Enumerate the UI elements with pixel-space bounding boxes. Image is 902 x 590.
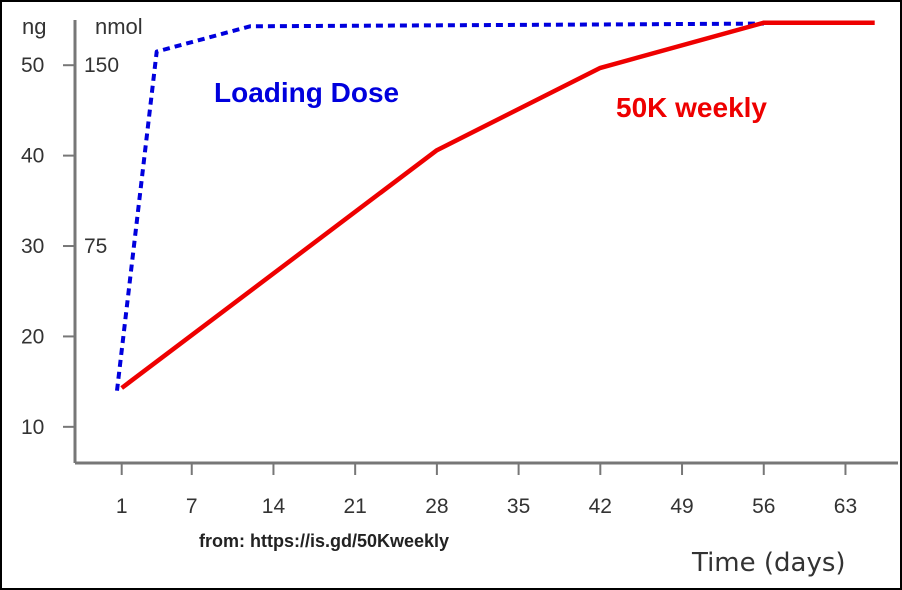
x-tick-label: 14 (262, 495, 286, 518)
y-ticks: 10 20 30 40 50 150 75 (21, 54, 119, 439)
x-tick-label: 35 (507, 495, 530, 518)
y-axis-unit-ng: ng (22, 14, 46, 39)
y-tick-label: 30 (21, 235, 44, 258)
x-tick-label: 56 (752, 495, 775, 518)
y-tick-label: 50 (21, 54, 44, 77)
x-tick-label: 42 (589, 495, 612, 518)
x-axis-title: Time (days) (691, 548, 846, 578)
y-tick-label: 20 (21, 325, 44, 348)
y-tick-label: 40 (21, 145, 44, 168)
axes (73, 20, 898, 465)
x-ticks: 1 7 14 21 28 35 42 49 56 63 (116, 463, 857, 518)
x-tick-label: 7 (186, 495, 198, 518)
y-nmol-tick-label: 75 (84, 235, 107, 258)
loading-dose-label: Loading Dose (214, 77, 399, 108)
series-layer (115, 20, 875, 391)
weekly-50k-label: 50K weekly (616, 92, 767, 123)
x-tick-label: 49 (670, 495, 693, 518)
series-line-loading-dose (115, 21, 764, 391)
x-tick-label: 28 (425, 495, 448, 518)
source-credit: from: https://is.gd/50Kweekly (199, 531, 449, 551)
y-tick-label: 10 (21, 416, 44, 439)
y-nmol-tick-label: 150 (84, 54, 119, 77)
x-tick-label: 21 (343, 495, 366, 518)
series-line-weekly-50k (120, 20, 875, 390)
x-tick-label: 63 (834, 495, 857, 518)
x-tick-label: 1 (116, 495, 128, 518)
y-axis-unit-nmol: nmol (95, 14, 143, 39)
